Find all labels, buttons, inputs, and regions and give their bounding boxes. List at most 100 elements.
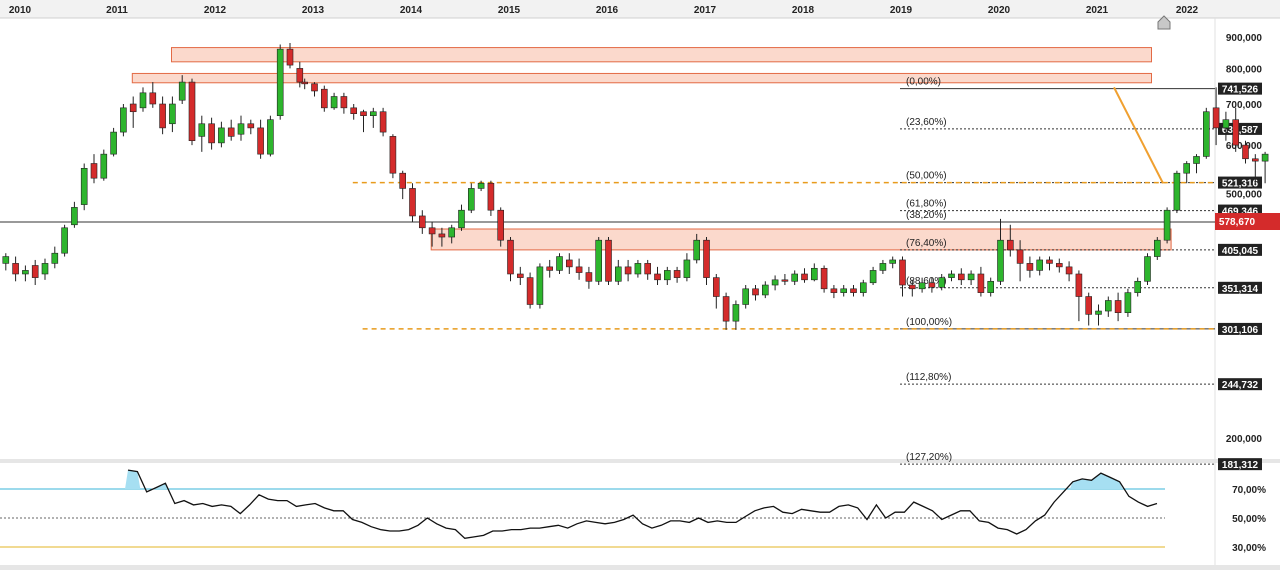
fib-percent-label: (88,60%) (906, 276, 947, 287)
candle-body (80, 167, 88, 205)
year-label-2013: 2013 (302, 5, 325, 16)
candle-body (752, 288, 759, 296)
candle-body (1085, 296, 1092, 315)
fib-percent-label: (23,60%) (906, 117, 947, 128)
candle-body (1056, 263, 1063, 268)
year-label-2022: 2022 (1176, 5, 1199, 16)
candle-body (1163, 209, 1171, 241)
candle-body (1124, 292, 1132, 313)
candle-body (1114, 300, 1122, 313)
candle-body (448, 227, 456, 238)
candle-body (467, 188, 475, 211)
candle-body (497, 209, 505, 241)
candle-body (22, 270, 29, 275)
candle-body (693, 239, 701, 261)
candle-body (389, 136, 397, 174)
candle-body (120, 107, 127, 133)
candle-body (997, 239, 1004, 282)
candle-body (771, 279, 779, 286)
price-tick-label: 800,000 (1226, 64, 1263, 75)
candle-body (110, 131, 117, 155)
candle-body (2, 256, 10, 264)
supply-zone-2 (131, 72, 1153, 84)
candle-body (257, 127, 264, 155)
candle-body (458, 209, 465, 229)
year-label-2018: 2018 (792, 5, 815, 16)
candle-body (654, 273, 661, 281)
fib-price-tag (1218, 458, 1262, 471)
rsi-tick-label: 30,00% (1232, 543, 1266, 554)
candle-body (908, 284, 916, 290)
candle-body (286, 48, 294, 66)
candle-body (61, 227, 68, 254)
candle-body (188, 81, 196, 141)
candle-body (987, 280, 995, 293)
year-label-2020: 2020 (988, 5, 1011, 16)
year-label-2011: 2011 (106, 5, 128, 16)
price-tick-label: 700,000 (1226, 100, 1263, 111)
candle-body (1193, 156, 1200, 164)
candle-body (556, 256, 563, 271)
fib-price-label: 405,045 (1222, 246, 1259, 257)
time-axis-bar (0, 0, 1280, 18)
candle-body (683, 259, 691, 278)
candle-body (1046, 259, 1053, 264)
fib-price-tag (1218, 243, 1262, 256)
candle-body (1006, 239, 1014, 251)
fib-percent-label: (76,40%) (906, 238, 947, 249)
candle-body (732, 304, 740, 322)
candle-body (614, 266, 622, 282)
candle-body (1026, 263, 1034, 271)
candle-body (869, 270, 877, 284)
candle-body (409, 188, 416, 217)
candle-body (1183, 163, 1190, 174)
candle-body (781, 279, 789, 282)
current-price-tag (1215, 213, 1280, 230)
candle-body (218, 127, 225, 144)
price-tick-label: 900,000 (1226, 33, 1263, 44)
candle-body (320, 88, 328, 109)
candle-body (1065, 266, 1073, 275)
candle-body (149, 92, 157, 105)
fib-price-label: 741,526 (1222, 85, 1259, 96)
candle-body (31, 265, 39, 278)
candle-body (71, 207, 78, 226)
fib-price-tag (1218, 281, 1262, 294)
candle-body (957, 273, 965, 281)
fib-price-label: 244,732 (1222, 380, 1259, 391)
candle-body (198, 123, 206, 137)
candle-body (810, 267, 818, 281)
candle-body (276, 48, 284, 116)
candle-body (399, 172, 407, 189)
candle-body (51, 252, 59, 264)
fib-percent-label: (0,00%) (906, 77, 941, 88)
candle-body (761, 284, 769, 296)
supply-zone-3 (430, 228, 1172, 251)
year-label-2017: 2017 (694, 5, 717, 16)
candle-body (330, 96, 338, 109)
candle-body (585, 272, 593, 282)
fib-percent-label: (61,80%) (906, 199, 947, 210)
candle-body (169, 103, 176, 125)
candle-body (624, 266, 632, 275)
candle-body (139, 92, 147, 109)
fib-percent-label: (38,20%) (906, 210, 947, 221)
fib-price-tag (1218, 176, 1262, 189)
rsi-tick-label: 70,00% (1232, 485, 1266, 496)
candle-body (938, 277, 946, 288)
candle-body (605, 239, 612, 282)
candle-body (340, 96, 348, 109)
candle-body (301, 81, 309, 85)
candle-body (1203, 111, 1210, 157)
candle-body (267, 119, 274, 155)
year-label-2014: 2014 (400, 5, 423, 16)
candle-body (90, 163, 98, 179)
candle-body (575, 266, 583, 273)
candle-body (967, 273, 975, 281)
candle-body (644, 263, 652, 275)
candle-body (1075, 273, 1083, 297)
candle-body (830, 288, 838, 293)
year-label-2019: 2019 (890, 5, 913, 16)
